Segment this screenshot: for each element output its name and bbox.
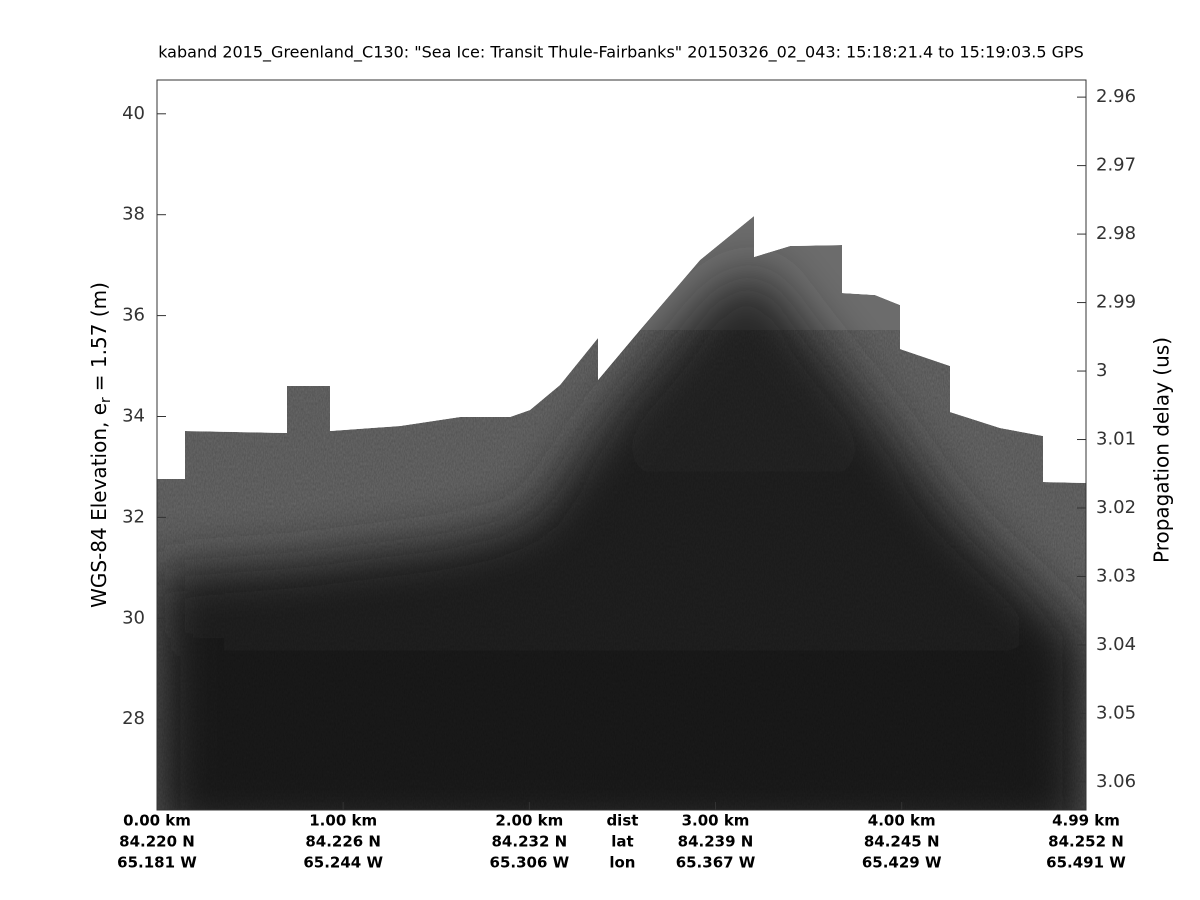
y-axis-label: WGS-84 Elevation, er = 1.57 (m) [87,282,115,608]
x-tick-label: 3.00 km [682,812,750,830]
lat-label: 84.220 N [119,833,195,851]
lat-label: 84.232 N [492,833,568,851]
axes-box [156,79,1087,811]
echogram-image [157,80,1086,810]
y-tick-label: 32 [122,506,145,527]
y-tick-label: 34 [122,405,145,426]
lon-label: 65.367 W [676,854,756,872]
y-tick-label: 30 [122,607,145,628]
x-tick-label: 2.00 km [495,812,563,830]
y2-tick-label: 2.98 [1096,223,1136,244]
lat-label: 84.245 N [864,833,940,851]
y2-tick-label: 2.99 [1096,292,1136,313]
y2-tick-label: 2.97 [1096,155,1136,176]
y2-tick-label: 3.04 [1096,634,1136,655]
lon-label: 65.244 W [303,854,383,872]
x-tick-label: 0.00 km [123,812,191,830]
x-tick-label: 4.00 km [868,812,936,830]
lat-label: 84.239 N [678,833,754,851]
y-label-main: WGS-84 Elevation, e [87,403,111,608]
y2-tick-label: 3.06 [1096,771,1136,792]
row-name: lat [611,833,633,851]
lon-label: 65.181 W [117,854,197,872]
chart-title: kaband 2015_Greenland_C130: "Sea Ice: Tr… [158,43,1084,63]
y2-axis-label: Propagation delay (us) [1150,337,1174,563]
y2-tick-label: 3.01 [1096,429,1136,450]
lon-label: 65.306 W [490,854,570,872]
y2-tick-label: 3.03 [1096,565,1136,586]
row-name: dist [606,812,638,830]
lon-label: 65.491 W [1046,854,1126,872]
x-tick-label: 1.00 km [309,812,377,830]
y2-tick-label: 2.96 [1096,86,1136,107]
y-tick-label: 40 [122,103,145,124]
y2-tick-label: 3.02 [1096,497,1136,518]
y-tick-label: 38 [122,204,145,225]
y-label-sub: r [98,397,114,403]
y-tick-label: 28 [122,708,145,729]
y-tick-label: 36 [122,305,145,326]
x-tick-label: 4.99 km [1052,812,1120,830]
y2-tick-label: 3 [1096,360,1107,381]
lat-label: 84.226 N [305,833,381,851]
y-label-end: = 1.57 (m) [87,282,111,391]
row-name: lon [609,854,635,872]
y2-tick-label: 3.05 [1096,702,1136,723]
lon-label: 65.429 W [862,854,942,872]
lat-label: 84.252 N [1048,833,1124,851]
